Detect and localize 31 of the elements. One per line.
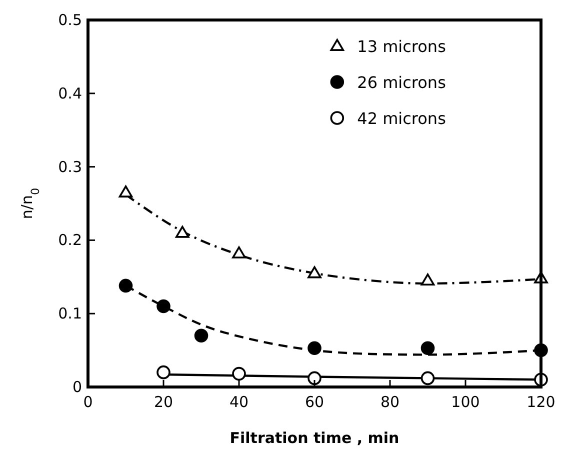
point (308, 371, 322, 386)
x-tick-label: 0 (83, 393, 93, 411)
point (420, 274, 435, 286)
point (308, 266, 322, 278)
point (118, 278, 133, 293)
point (232, 366, 246, 381)
point (156, 365, 170, 380)
y-tick-label: 0.1 (58, 304, 82, 323)
y-tick-label: 0.5 (58, 11, 82, 29)
y-tick-label: 0.4 (58, 84, 82, 102)
point (156, 299, 170, 314)
x-axis-title: Filtration time , min (230, 429, 400, 447)
point (118, 185, 133, 198)
legend-label: 26 microns (357, 73, 446, 92)
legend-label: 42 microns (357, 109, 446, 128)
x-tick-label: 120 (526, 393, 556, 411)
point (175, 226, 190, 238)
point (420, 371, 435, 386)
x-tick-label: 40 (229, 393, 249, 411)
x-tick-label: 60 (304, 393, 324, 411)
point (308, 341, 322, 355)
x-tick-label: 100 (451, 393, 480, 411)
point (194, 328, 208, 343)
y-tick-label: 0 (72, 378, 82, 396)
point (232, 246, 246, 258)
x-tick-label: 20 (154, 393, 174, 411)
y-tick-label: 0.2 (58, 231, 82, 250)
x-tick-label: 80 (380, 393, 400, 411)
y-tick-label: 0.3 (58, 158, 82, 176)
point (420, 341, 435, 355)
legend-label: 13 microns (357, 37, 446, 56)
